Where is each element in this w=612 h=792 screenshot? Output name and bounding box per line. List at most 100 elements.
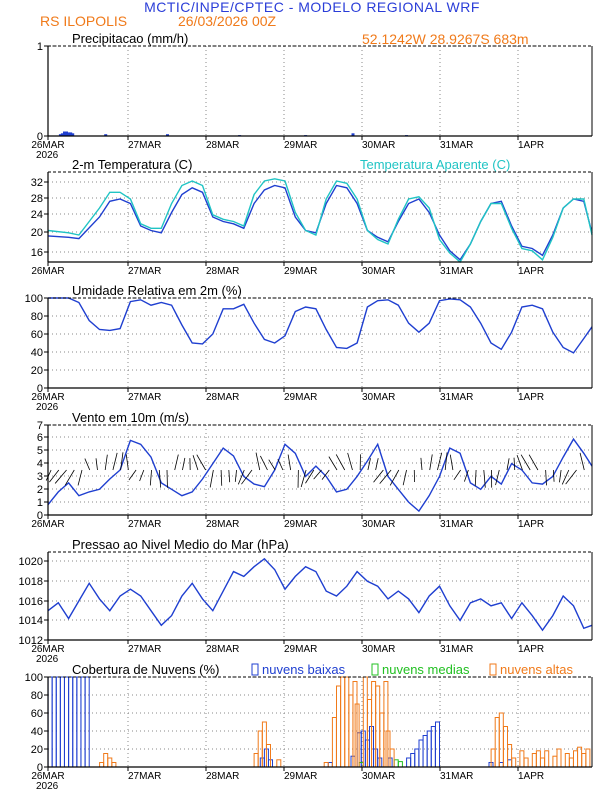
wind-arrow (483, 469, 486, 488)
x-tick-label: 30MAR (362, 140, 395, 151)
x-tick-label: 26MAR (31, 392, 64, 403)
y-tick-label: 100 (25, 293, 43, 305)
bar-nuvens-altas (503, 726, 508, 768)
wind-arrow (528, 454, 539, 471)
bar-nuvens-baixas (47, 676, 53, 768)
wind-arrow (379, 469, 392, 484)
legend-high-clouds-swatch (489, 663, 497, 676)
y-tick-label: 0 (37, 762, 43, 774)
wind-arrow (255, 452, 261, 471)
wind-arrow (220, 469, 223, 486)
bar-nuvens-altas (544, 750, 550, 768)
x-year-label: 2026 (36, 781, 59, 792)
wind-arrow (520, 454, 531, 471)
x-tick-label: 31MAR (440, 266, 473, 277)
wind-arrow (268, 459, 276, 471)
wind-arrow (84, 458, 91, 471)
y-tick-label: 40 (31, 347, 43, 359)
y-tick-label: 0 (37, 131, 43, 143)
bar-nuvens-baixas (55, 676, 61, 768)
bar-nuvens-baixas (418, 739, 424, 768)
x-tick-label: 29MAR (284, 392, 317, 403)
x-tick-label: 1APR (518, 392, 544, 403)
x-tick-label: 27MAR (128, 392, 161, 403)
x-tick-label: 1APR (518, 644, 544, 655)
x-year-label: 2026 (36, 402, 59, 413)
series-aparente (47, 178, 593, 264)
x-tick-label: 29MAR (284, 771, 317, 782)
main-title: MCTIC/INPE/CPTEC - MODELO REGIONAL WRF (144, 0, 480, 15)
panel-title: Pressao ao Nivel Medio do Mar (hPa) (72, 537, 289, 552)
wind-arrow (464, 469, 469, 482)
bar-nuvens-altas (552, 755, 558, 768)
wind-arrow (321, 469, 330, 480)
panel-6: 0 20 40 60 80 100 26MAR 27MAR 28MAR 29MAR 30MAR 31M… (25, 662, 593, 792)
wind-arrow (277, 458, 284, 471)
wind-arrow (112, 452, 118, 471)
wind-arrow (45, 469, 52, 481)
bar-nuvens-altas (573, 750, 578, 768)
y-tick-label: 2 (37, 484, 43, 496)
bar-precip (166, 134, 169, 136)
x-tick-label: 26MAR (31, 771, 64, 782)
wind-arrow (565, 469, 577, 485)
x-tick-label: 28MAR (206, 519, 239, 530)
wind-arrow (260, 455, 268, 471)
wind-arrow (402, 469, 407, 486)
bar-nuvens-altas (581, 753, 587, 768)
y-tick-label: 1 (37, 41, 43, 53)
x-tick-label: 28MAR (206, 392, 239, 403)
wind-arrow (77, 469, 83, 486)
bar-nuvens-baixas (51, 676, 57, 768)
wind-arrow (579, 452, 585, 471)
x-tick-label: 27MAR (128, 519, 161, 530)
wind-arrow (373, 469, 384, 483)
y-tick-label: 6 (37, 432, 43, 444)
series-pressao (47, 557, 593, 632)
wind-arrow (241, 469, 253, 485)
bar-nuvens-altas (511, 757, 517, 768)
panel-3: 0 20 40 60 80 100 26MAR 27MAR 28MAR 29MAR 30MAR 31M… (25, 283, 593, 413)
bar-nuvens-altas (340, 676, 346, 768)
wind-arrow (506, 458, 510, 471)
bar-nuvens-altas (498, 712, 504, 768)
y-tick-label: 1020 (19, 556, 43, 568)
wind-arrow (437, 452, 443, 471)
wind-arrow (125, 454, 129, 471)
legend-high-clouds: nuvens altas (500, 662, 573, 677)
x-tick-label: 30MAR (362, 519, 395, 530)
series-vento (47, 437, 593, 513)
wind-arrow (192, 455, 199, 471)
bar-nuvens-altas (253, 753, 259, 768)
y-tick-label: 28 (31, 193, 43, 205)
x-tick-label: 28MAR (206, 771, 239, 782)
legend-low-clouds: nuvens baixas (262, 662, 346, 677)
bar-precip (63, 131, 66, 136)
x-tick-label: 29MAR (284, 266, 317, 277)
bar-nuvens-altas (556, 748, 562, 768)
series-umidade (48, 297, 593, 354)
legend-low-clouds-swatch (251, 663, 259, 676)
wind-arrow (64, 469, 75, 486)
wind-arrow (444, 452, 448, 471)
bar-nuvens-altas (523, 757, 529, 768)
x-tick-label: 27MAR (128, 266, 161, 277)
bar-nuvens-baixas (59, 676, 65, 768)
panel-title: Cobertura de Nuvens (%) (72, 662, 219, 677)
wind-arrow (516, 454, 523, 471)
x-tick-label: 26MAR (31, 140, 64, 151)
wind-arrow (149, 469, 152, 486)
bar-nuvens-baixas (84, 676, 90, 768)
wind-arrow (305, 469, 315, 484)
wind-arrow (561, 469, 570, 485)
x-tick-label: 30MAR (362, 644, 395, 655)
bar-nuvens-altas (336, 685, 341, 768)
x-tick-label: 31MAR (440, 644, 473, 655)
bar-nuvens-altas (507, 744, 513, 768)
bar-precip (71, 133, 75, 136)
bar-nuvens-baixas (498, 762, 504, 768)
y-tick-label: 20 (31, 365, 43, 377)
wind-arrow (375, 458, 379, 471)
bar-nuvens-altas (494, 717, 500, 768)
